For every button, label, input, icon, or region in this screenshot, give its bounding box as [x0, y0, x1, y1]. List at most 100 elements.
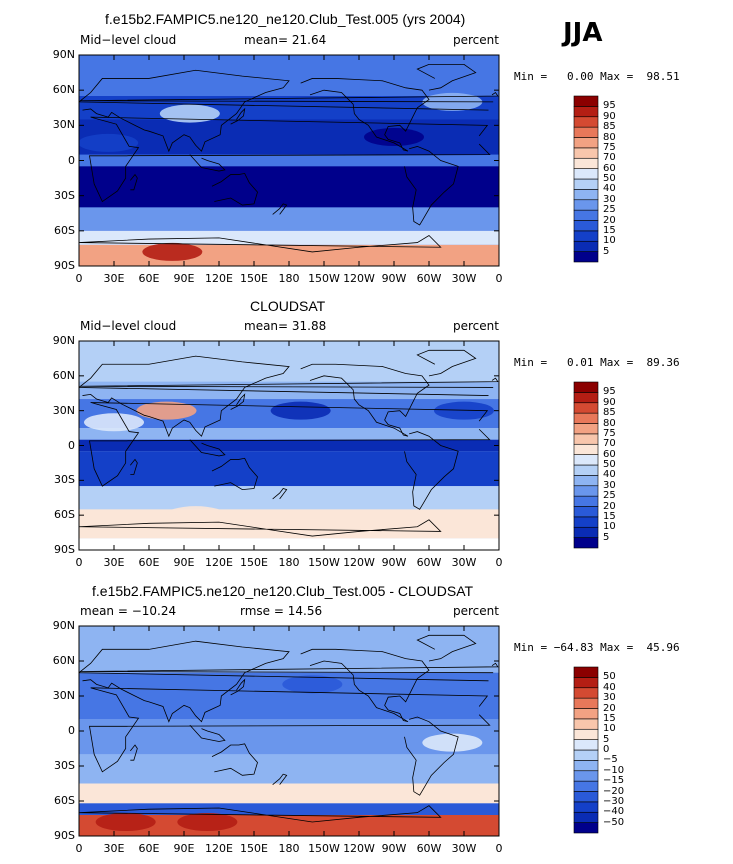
colorbar-3-swatch-6: [573, 760, 599, 772]
colorbar-3-level-0: 50: [603, 671, 616, 683]
map-2-lat-label-0: 90N: [52, 334, 75, 347]
colorbar-2-swatch-9: [573, 443, 599, 455]
colorbar-3-swatch-12: [573, 697, 599, 709]
map-1-blob-tibet: [159, 104, 220, 123]
map-2-coast-n_america: [300, 363, 430, 437]
colorbar-3-swatch-1: [573, 811, 599, 823]
map-3-lon-label-0: 0: [75, 842, 83, 855]
map-1-lat-label-3: 0: [68, 153, 75, 167]
map-1-lon-label-12: 0: [495, 272, 503, 285]
colorbar-3-level-1: 40: [603, 681, 616, 693]
colorbar-2-swatch-2: [573, 516, 599, 528]
map-1-lon-label-11: 30W: [451, 272, 477, 285]
map-3-lat-label-3: 0: [68, 724, 75, 737]
map-2-lon-label-5: 150E: [240, 556, 268, 569]
map-3-coast-europe_asia: [79, 640, 489, 723]
map-3-lon-label-1: 30E: [103, 842, 125, 855]
map-2-lat-label-1: 60N: [52, 368, 75, 382]
map-2-coast-japan: [230, 393, 246, 410]
colorbar-2-level-9: 30: [603, 479, 616, 491]
season-label: JJA: [563, 18, 603, 48]
map-2-lat-label-4: 30S: [54, 473, 75, 487]
map-2-field: [79, 341, 499, 550]
colorbar-3-level-11: −20: [603, 785, 625, 797]
colorbar-1-level-4: 75: [603, 141, 616, 153]
colorbar-1-level-11: 20: [603, 214, 616, 226]
map-1-lon-label-5: 150E: [240, 272, 268, 285]
colorbar-1-swatch-14: [573, 106, 599, 118]
map-1-lat-label-0: 90N: [52, 48, 75, 61]
colorbar-3-level-3: 20: [603, 702, 616, 714]
colorbar-1-level-6: 60: [603, 162, 616, 174]
colorbar-2-level-7: 50: [603, 459, 616, 470]
map-2-lon-label-6: 180: [278, 556, 300, 569]
colorbar-3-swatch-2: [573, 801, 599, 813]
map-2-lon-label-3: 90E: [173, 556, 195, 569]
map-3-lon-label-8: 120W: [343, 842, 375, 855]
colorbar-3-swatch-4: [573, 780, 599, 792]
map-3-lon-label-3: 90E: [173, 842, 195, 855]
map-1-coast-uk: [80, 91, 499, 103]
map-1-coast-europe_asia: [79, 69, 489, 153]
map-1-coast-indonesia: [189, 154, 226, 172]
colorbar-3-swatch-15: [573, 666, 599, 678]
colorbar-3-level-5: 10: [603, 723, 616, 735]
colorbar-1-level-5: 70: [603, 152, 616, 164]
map-2-band-southern-ocean: [79, 486, 499, 510]
colorbar-1-level-3: 80: [603, 131, 616, 143]
colorbar-3-swatch-5: [573, 770, 599, 782]
colorbar-2-swatch-4: [573, 495, 599, 507]
map-3-blob-antarctic-pos: [177, 813, 238, 831]
map-1-lat-label-6: 90S: [54, 259, 75, 272]
colorbar-2-level-5: 70: [603, 438, 616, 450]
colorbar-2-level-4: 75: [603, 427, 616, 439]
panel-1-minmax: Min = 0.00 Max = 98.51: [514, 70, 680, 83]
map-3-lat-label-5: 60S: [54, 794, 75, 807]
map-1-coast-newzealand: [272, 203, 288, 215]
map-3-coast-africa: [89, 687, 491, 773]
map-2-coast-madagascar: [130, 458, 138, 475]
map-2-lat-label-5: 60S: [54, 508, 75, 522]
colorbar-1-swatch-5: [573, 199, 599, 211]
colorbar-3-level-8: −5: [603, 754, 618, 766]
colorbar-1-swatch-2: [573, 230, 599, 242]
map-1-band-itcz: [79, 154, 499, 167]
colorbar-1-level-13: 10: [603, 235, 616, 247]
map-2-band-nh-midlat: [79, 381, 499, 400]
map-2-lon-label-7: 150W: [308, 556, 340, 569]
colorbar-1-swatch-1: [573, 240, 599, 252]
map-3-coast-newzealand: [272, 773, 288, 785]
colorbar-2-swatch-11: [573, 423, 599, 435]
colorbar-3-swatch-9: [573, 728, 599, 740]
map-3-coast-antarctica: [79, 805, 442, 823]
panel-1-title: f.e15b2.FAMPIC5.ne120_ne120.Club_Test.00…: [105, 11, 466, 27]
panel-2-right-label: percent: [453, 319, 499, 333]
colorbar-2-swatch-15: [573, 381, 599, 393]
map-3-band-southern-ocean: [79, 783, 499, 804]
map-1-coast-japan: [230, 107, 246, 125]
colorbar-3-level-2: 30: [603, 692, 616, 704]
colorbar-3-swatch-11: [573, 708, 599, 720]
colorbar-2-swatch-3: [573, 506, 599, 518]
map-2-lon-label-12: 0: [495, 556, 503, 569]
colorbar-3-level-6: 5: [603, 733, 610, 745]
map-1-lon-label-2: 60E: [138, 272, 160, 285]
colorbar-3-level-13: −40: [603, 806, 625, 818]
panel-3-title: f.e15b2.FAMPIC5.ne120_ne120.Club_Test.00…: [92, 583, 474, 599]
map-2-band-missing: [79, 538, 499, 550]
colorbar-2-swatch-10: [573, 433, 599, 445]
colorbar-2-level-3: 80: [603, 417, 616, 429]
map-2-blob-pacific: [270, 401, 331, 420]
colorbar-3-level-12: −30: [603, 795, 625, 807]
panel-3-minmax: Min = −64.83 Max = 45.96: [514, 641, 680, 654]
map-2-coast-indonesia: [189, 439, 226, 457]
colorbar-2-level-10: 25: [603, 490, 616, 502]
map-1-coast-antarctica: [79, 235, 442, 253]
map-2-lon-label-11: 30W: [451, 556, 477, 569]
colorbar-3-level-10: −15: [603, 775, 625, 787]
panel-2-left-label: Mid−level cloud: [80, 319, 177, 333]
colorbar-2-level-8: 40: [603, 469, 616, 481]
map-3-lat-label-6: 90S: [54, 829, 75, 842]
colorbar-1-swatch-7: [573, 178, 599, 190]
map-1-lon-label-4: 120E: [205, 272, 233, 285]
